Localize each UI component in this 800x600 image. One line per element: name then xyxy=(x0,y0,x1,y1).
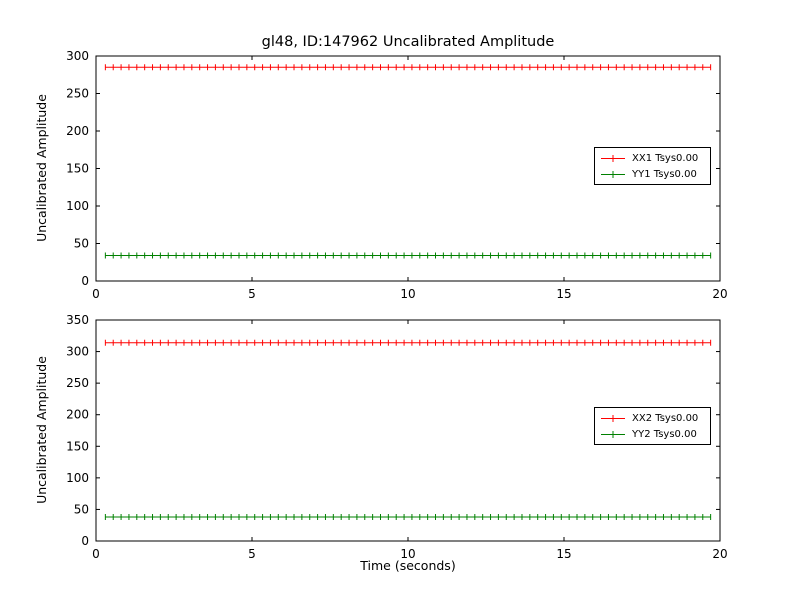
axes-frame xyxy=(95,319,721,542)
legend-line-sample xyxy=(601,154,625,162)
y-tick-label: 300 xyxy=(66,345,89,359)
y-tick-label: 250 xyxy=(66,87,89,101)
y-tick-label: 250 xyxy=(66,376,89,390)
y-tick-label: 100 xyxy=(66,199,89,213)
legend-line-sample xyxy=(601,430,625,438)
legend-label: YY1 Tsys0.00 xyxy=(632,168,697,180)
x-tick-label: 5 xyxy=(248,547,256,561)
y-tick-label: 200 xyxy=(66,408,89,422)
legend-line-sample xyxy=(601,170,625,178)
y-axis-label-top: Uncalibrated Amplitude xyxy=(34,94,49,242)
legend-label: XX2 Tsys0.00 xyxy=(632,412,699,424)
y-tick-label: 350 xyxy=(66,313,89,327)
legend-line-sample xyxy=(601,414,625,422)
x-tick-label: 20 xyxy=(712,547,727,561)
y-tick-label: 0 xyxy=(81,274,89,288)
legend-bottom: XX2 Tsys0.00 YY2 Tsys0.00 xyxy=(594,407,711,445)
x-tick-label: 5 xyxy=(248,287,256,301)
y-tick-label: 50 xyxy=(74,237,89,251)
x-tick-label: 20 xyxy=(712,287,727,301)
legend-label: YY2 Tsys0.00 xyxy=(632,428,697,440)
legend-entry: YY2 Tsys0.00 xyxy=(595,427,710,442)
x-tick-label: 10 xyxy=(400,547,415,561)
x-tick-label: 10 xyxy=(400,287,415,301)
legend-top: XX1 Tsys0.00 YY1 Tsys0.00 xyxy=(594,147,711,185)
x-tick-label: 15 xyxy=(556,547,571,561)
y-tick-label: 150 xyxy=(66,162,89,176)
x-tick-label: 15 xyxy=(556,287,571,301)
y-tick-label: 0 xyxy=(81,534,89,548)
x-axis-label: Time (seconds) xyxy=(360,558,456,573)
y-tick-label: 300 xyxy=(66,49,89,63)
x-tick-label: 0 xyxy=(92,547,100,561)
legend-entry: YY1 Tsys0.00 xyxy=(595,167,710,182)
legend-entry: XX1 Tsys0.00 xyxy=(595,151,710,166)
x-tick-label: 0 xyxy=(92,287,100,301)
legend-entry: XX2 Tsys0.00 xyxy=(595,411,710,426)
y-axis-label-bottom: Uncalibrated Amplitude xyxy=(34,356,49,504)
legend-label: XX1 Tsys0.00 xyxy=(632,152,699,164)
y-tick-label: 200 xyxy=(66,124,89,138)
y-tick-label: 50 xyxy=(74,502,89,516)
chart-title: gl48, ID:147962 Uncalibrated Amplitude xyxy=(261,34,555,50)
y-tick-label: 100 xyxy=(66,471,89,485)
axes-frame xyxy=(95,55,721,282)
y-tick-label: 150 xyxy=(66,439,89,453)
